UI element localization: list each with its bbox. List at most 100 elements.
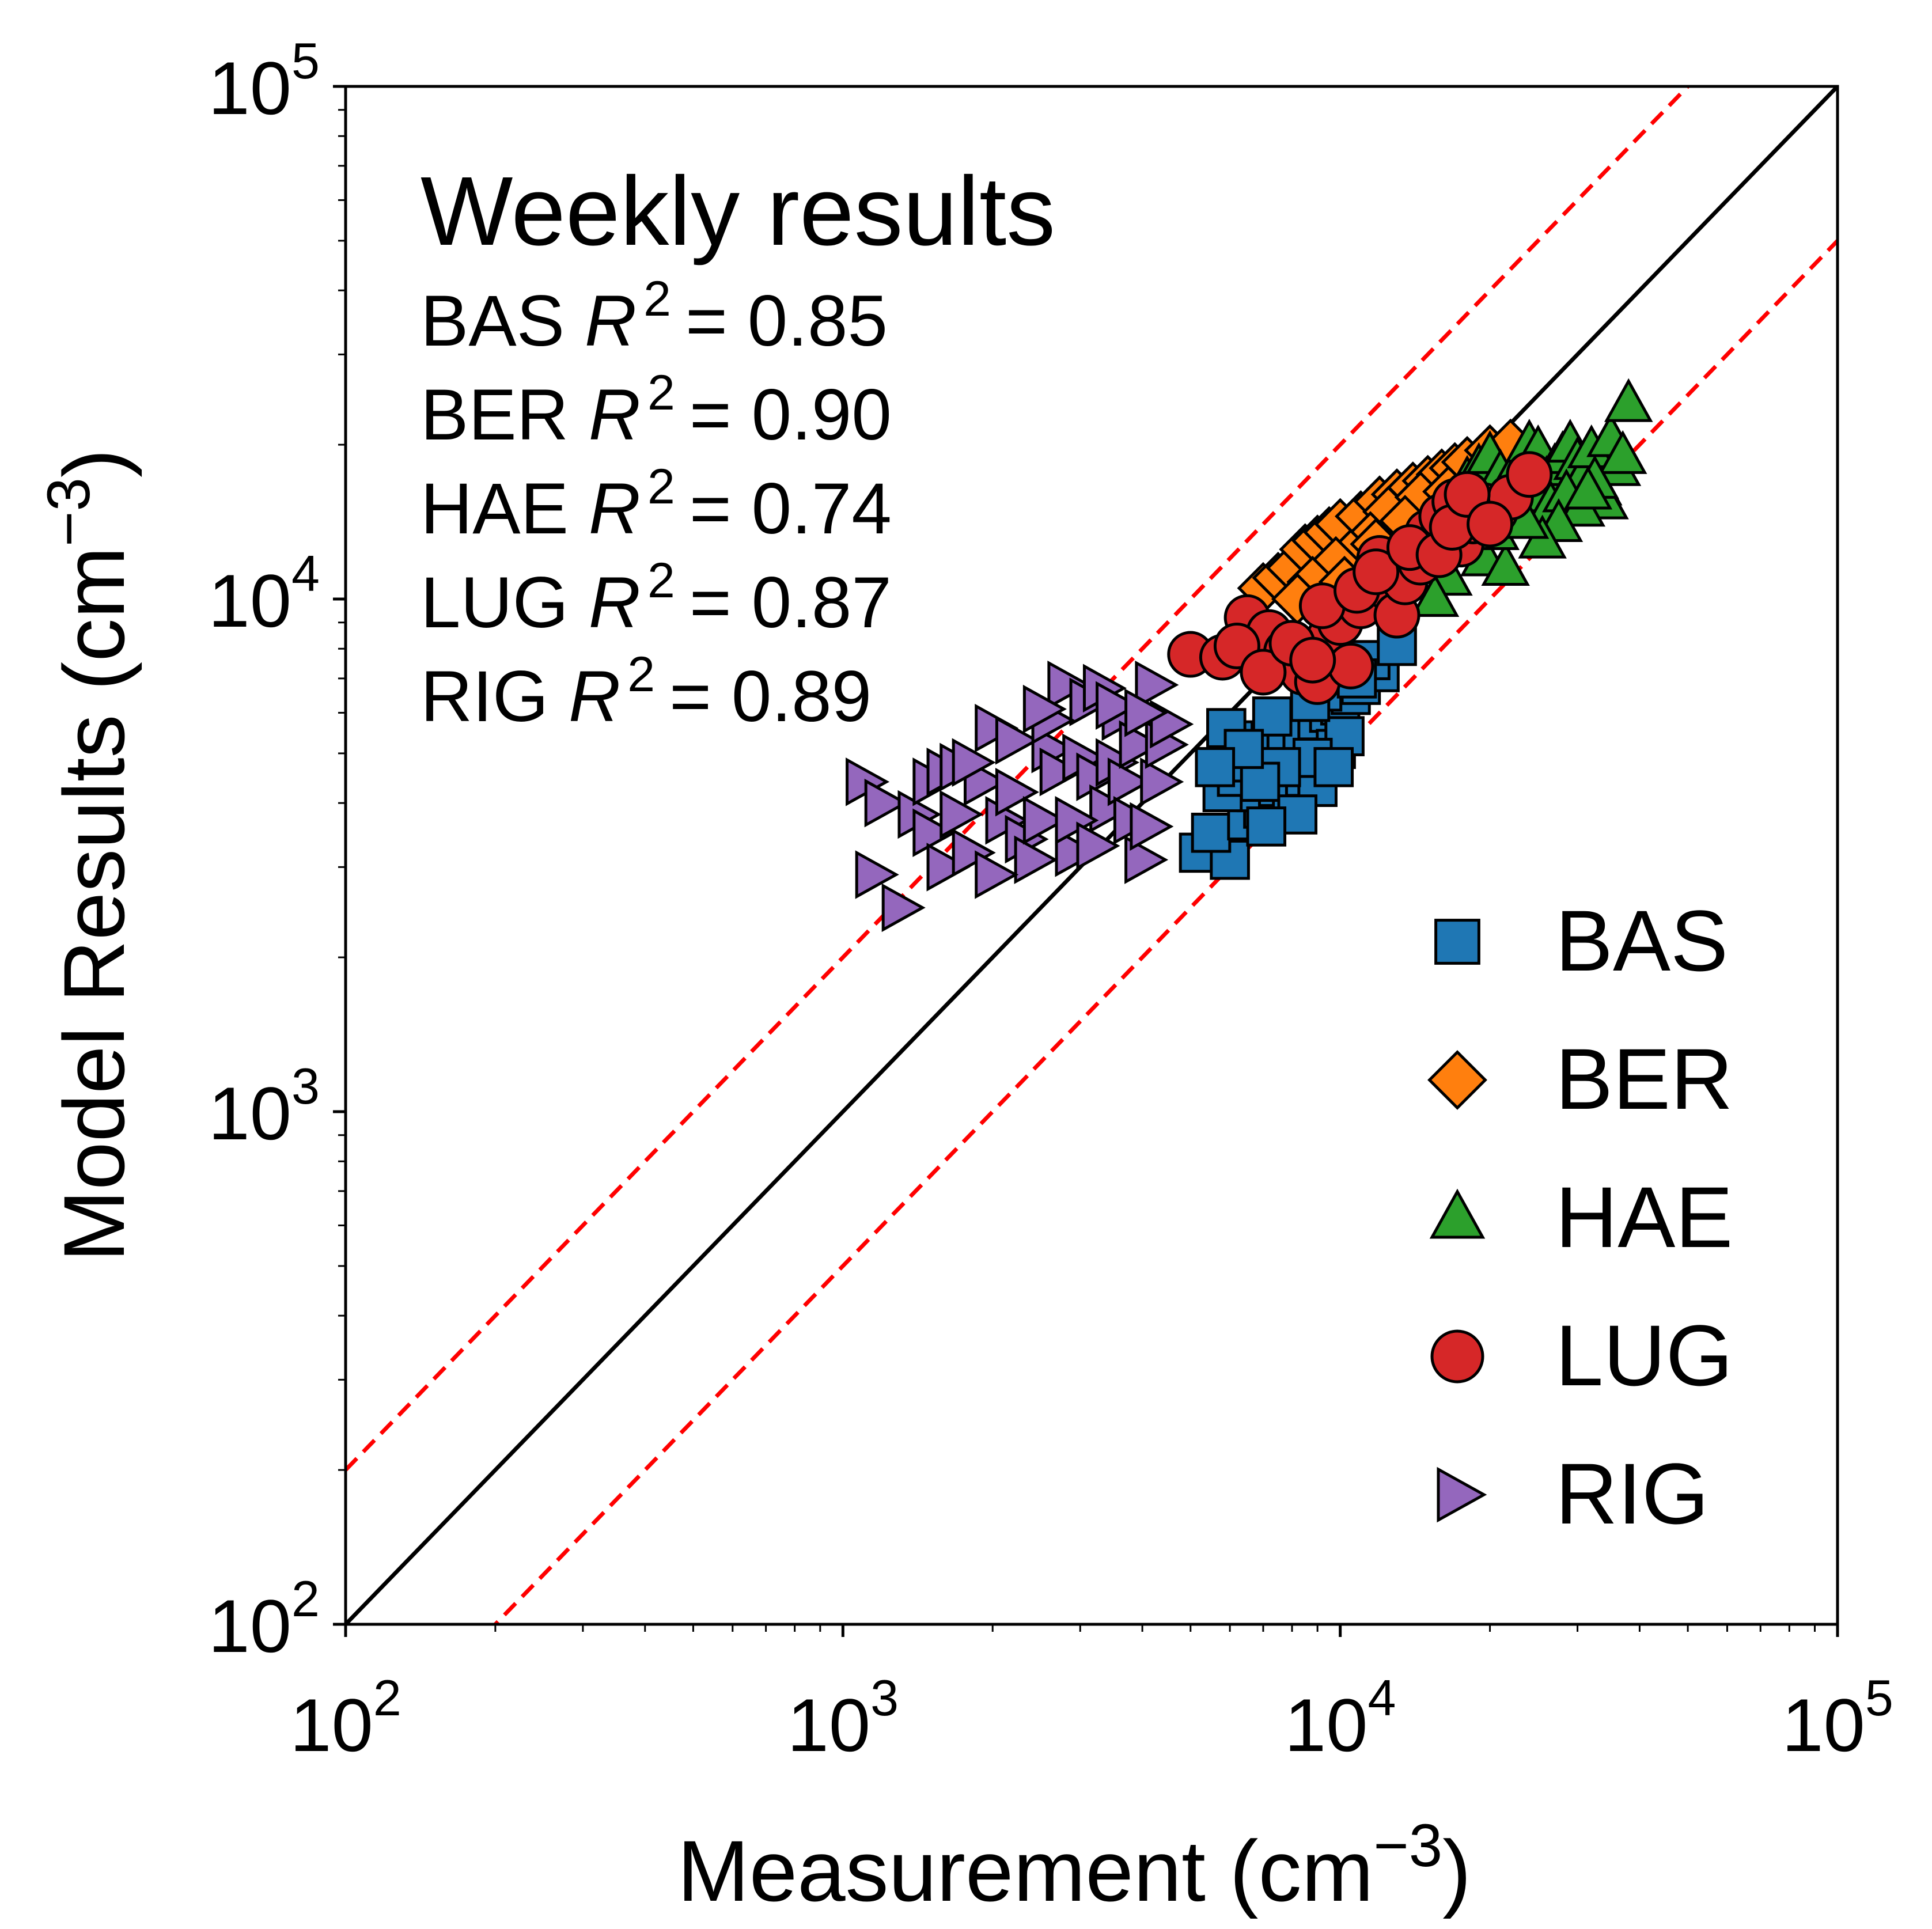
- y-axis-label-text: Model Results (cm: [46, 547, 142, 1262]
- stat-r-exponent: 2: [627, 647, 655, 702]
- point-RIG: [1076, 821, 1120, 870]
- legend-marker-BER: [1427, 1050, 1487, 1110]
- x-axis-label-close: ): [1442, 1822, 1471, 1919]
- point-RIG: [1140, 757, 1184, 806]
- stat-line-BAS: BAS R 2 = 0.85: [421, 271, 888, 361]
- stat-r-symbol: R: [569, 657, 620, 737]
- stat-value: = 0.87: [690, 563, 892, 643]
- point-HAE: [1410, 573, 1460, 617]
- x-tick-label-exponent: 4: [1367, 1669, 1396, 1726]
- stat-r-exponent: 2: [647, 365, 675, 420]
- point-RIG: [1107, 757, 1151, 806]
- x-tick-label: 104: [1285, 1669, 1396, 1767]
- point-LUG: [1506, 451, 1553, 498]
- point-RIG: [1096, 681, 1140, 730]
- stat-value: = 0.89: [669, 657, 872, 737]
- stat-station: HAE: [421, 469, 589, 549]
- y-axis-label: Model Results (cm−3): [35, 449, 142, 1262]
- y-tick-label: 103: [208, 1058, 320, 1155]
- series-RIG: [846, 660, 1194, 933]
- point-LUG: [1353, 548, 1400, 596]
- point-HAE: [1481, 541, 1530, 586]
- point-RIG: [952, 738, 996, 787]
- plot-frame: [344, 85, 1839, 1626]
- series-LUG: [1167, 451, 1553, 705]
- point-RIG: [1124, 688, 1169, 737]
- stat-r-symbol: R: [585, 281, 637, 361]
- legend-marker-BAS: [1434, 919, 1480, 965]
- y-tick-label-exponent: 2: [291, 1570, 320, 1627]
- legend-entry-LUG: LUG: [1430, 1307, 1733, 1404]
- point-LUG: [1240, 649, 1287, 696]
- legend-marker-HAE: [1429, 1188, 1486, 1239]
- legend-label-HAE: HAE: [1555, 1169, 1733, 1265]
- stat-line-LUG: LUG R 2 = 0.87: [421, 553, 892, 643]
- y-tick-label-base: 10: [208, 559, 291, 643]
- x-axis-label: Measurement (cm−3): [677, 1812, 1471, 1919]
- point-RIG: [1135, 660, 1179, 710]
- point-RIG: [1022, 796, 1067, 845]
- stat-station: BAS: [421, 281, 585, 361]
- point-LUG: [1289, 636, 1336, 684]
- point-RIG: [1124, 835, 1169, 884]
- point-RIG: [864, 778, 908, 828]
- legend-label-BAS: BAS: [1555, 892, 1728, 989]
- point-RIG: [995, 768, 1040, 817]
- point-HAE: [1598, 430, 1647, 474]
- y-axis-label-close: ): [46, 449, 142, 477]
- legend-entry-BER: BER: [1427, 1030, 1733, 1127]
- point-LUG: [1327, 642, 1374, 689]
- point-RIG: [1055, 796, 1099, 845]
- chart-title: Weekly results: [421, 157, 1055, 266]
- stat-value: = 0.74: [690, 469, 892, 549]
- stat-r-exponent: 2: [643, 271, 671, 327]
- y-tick-label: 105: [208, 32, 320, 130]
- x-tick-label-base: 10: [1782, 1683, 1865, 1767]
- point-RIG: [881, 883, 926, 933]
- x-tick-label-exponent: 2: [373, 1669, 401, 1726]
- point-BAS: [1195, 747, 1236, 787]
- data-points: [846, 378, 1653, 933]
- point-LUG: [1467, 501, 1514, 548]
- point-HAE: [1563, 465, 1613, 510]
- legend-marker-LUG: [1430, 1329, 1484, 1384]
- point-RIG: [940, 790, 984, 839]
- y-tick-label: 102: [208, 1570, 320, 1668]
- x-tick-label-base: 10: [787, 1683, 871, 1767]
- legend-marker-RIG: [1437, 1466, 1487, 1523]
- y-tick-label: 104: [208, 545, 320, 643]
- point-RIG: [926, 843, 971, 892]
- legend-label-RIG: RIG: [1555, 1445, 1709, 1542]
- stat-value: = 0.85: [685, 281, 888, 361]
- y-tick-label-exponent: 4: [291, 545, 320, 602]
- point-BAS: [1191, 812, 1232, 853]
- point-RIG: [975, 850, 1019, 899]
- x-tick-label-base: 10: [1285, 1683, 1368, 1767]
- point-RIG: [952, 828, 996, 877]
- x-tick-label-exponent: 3: [870, 1669, 899, 1726]
- y-tick-label-base: 10: [208, 46, 291, 130]
- legend: BAS BER HAE LUG RIG: [1427, 892, 1733, 1542]
- point-RIG: [912, 808, 957, 858]
- x-tick-label: 102: [290, 1669, 401, 1767]
- stat-r-exponent: 2: [647, 459, 675, 514]
- y-tick-label-base: 10: [208, 1584, 291, 1668]
- y-tick-label-base: 10: [208, 1071, 291, 1155]
- legend-entry-BAS: BAS: [1434, 892, 1728, 989]
- legend-entry-RIG: RIG: [1437, 1445, 1709, 1542]
- stat-r-symbol: R: [589, 469, 641, 549]
- legend-label-LUG: LUG: [1555, 1307, 1733, 1404]
- stat-station: LUG: [421, 563, 589, 643]
- x-tick-label-exponent: 5: [1865, 1669, 1893, 1726]
- point-RIG: [1014, 835, 1058, 884]
- x-tick-label: 105: [1782, 1669, 1893, 1767]
- point-HAE: [1604, 378, 1653, 422]
- stat-r-exponent: 2: [647, 553, 675, 608]
- point-BAS: [1246, 806, 1287, 847]
- point-RIG: [1047, 660, 1092, 710]
- x-axis-label-exponent: −3: [1373, 1812, 1442, 1879]
- stat-station: BER: [421, 375, 589, 455]
- point-RIG: [1022, 684, 1067, 734]
